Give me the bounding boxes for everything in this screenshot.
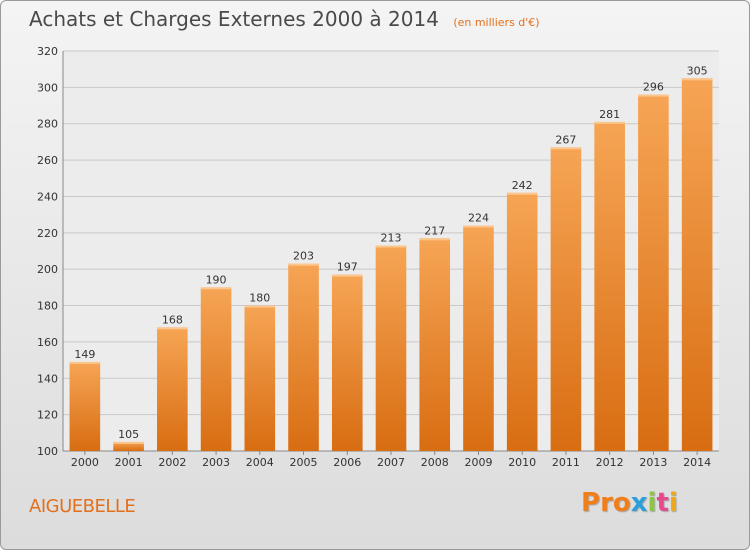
- bar-highlight: [200, 287, 232, 290]
- bar-highlight: [594, 121, 625, 124]
- bar-value-label: 105: [118, 428, 139, 441]
- y-tick-label: 100: [37, 445, 58, 458]
- logo-letter: r: [600, 488, 613, 518]
- y-tick-label: 140: [37, 372, 58, 385]
- y-tick-label: 240: [37, 190, 58, 203]
- y-tick-label: 320: [37, 45, 58, 58]
- y-tick-label: 280: [37, 118, 58, 131]
- bar-value-label: 281: [599, 108, 620, 121]
- chart-unit: (en milliers d'€): [453, 16, 540, 29]
- bar: [69, 361, 101, 451]
- logo-letter: i: [647, 488, 657, 518]
- x-tick-label: 2010: [508, 456, 536, 469]
- y-tick-label: 300: [37, 81, 58, 94]
- logo-letter: o: [612, 488, 631, 518]
- bar-value-label: 149: [74, 348, 95, 361]
- logo-letter: t: [656, 488, 669, 518]
- x-tick-label: 2012: [596, 456, 624, 469]
- logo-letter: i: [668, 488, 678, 518]
- bar-highlight: [331, 274, 363, 277]
- bar-value-label: 217: [424, 224, 445, 237]
- bar: [594, 121, 625, 451]
- bar: [113, 441, 144, 451]
- y-tick-label: 120: [37, 409, 58, 422]
- bar-value-label: 180: [249, 292, 270, 305]
- bar-value-label: 296: [643, 81, 664, 94]
- bar-highlight: [113, 441, 144, 444]
- x-tick-label: 2001: [115, 456, 143, 469]
- bar-value-label: 213: [381, 232, 402, 245]
- bar-value-label: 242: [512, 179, 533, 192]
- bar-value-label: 190: [206, 273, 227, 286]
- bar-highlight: [244, 305, 276, 308]
- bar: [244, 305, 276, 451]
- bar-highlight: [157, 327, 188, 330]
- bar: [375, 245, 407, 451]
- y-tick-label: 260: [37, 154, 58, 167]
- y-tick-label: 180: [37, 300, 58, 313]
- bar: [419, 238, 451, 451]
- bar: [550, 147, 582, 451]
- x-tick-label: 2011: [552, 456, 580, 469]
- bar: [506, 192, 538, 451]
- bar-highlight: [288, 263, 319, 266]
- bar: [157, 327, 188, 451]
- bar-value-label: 305: [687, 64, 708, 77]
- chart-title: Achats et Charges Externes 2000 à 2014: [29, 7, 439, 31]
- y-tick-label: 200: [37, 263, 58, 276]
- logo-letter: P: [581, 488, 601, 518]
- logo-letter: x: [630, 488, 648, 518]
- bar: [288, 263, 319, 451]
- x-tick-label: 2004: [246, 456, 274, 469]
- proxiti-logo: Proxiti: [581, 488, 678, 518]
- y-tick-label: 160: [37, 336, 58, 349]
- bar: [463, 225, 494, 451]
- x-tick-label: 2008: [421, 456, 449, 469]
- x-tick-label: 2006: [333, 456, 361, 469]
- x-tick-label: 2007: [377, 456, 405, 469]
- x-tick-label: 2009: [464, 456, 492, 469]
- bar-highlight: [69, 361, 101, 364]
- bar: [200, 287, 232, 451]
- bar-value-label: 224: [468, 212, 489, 225]
- x-tick-label: 2003: [202, 456, 230, 469]
- x-tick-label: 2005: [290, 456, 318, 469]
- bar-highlight: [375, 245, 407, 248]
- bar: [638, 94, 669, 452]
- bar-highlight: [419, 238, 451, 241]
- x-tick-label: 2013: [639, 456, 667, 469]
- bar-highlight: [463, 225, 494, 228]
- bar-highlight: [681, 78, 713, 81]
- bar-highlight: [506, 192, 538, 195]
- bar: [331, 274, 363, 451]
- x-tick-label: 2002: [158, 456, 186, 469]
- x-tick-label: 2014: [683, 456, 711, 469]
- bar-value-label: 267: [555, 133, 576, 146]
- bar-highlight: [638, 94, 669, 97]
- y-tick-label: 220: [37, 227, 58, 240]
- bar-value-label: 197: [337, 261, 358, 274]
- chart-title-line: Achats et Charges Externes 2000 à 2014 (…: [29, 7, 540, 31]
- bar-value-label: 203: [293, 250, 314, 263]
- bar-highlight: [550, 147, 582, 150]
- bar: [681, 78, 713, 451]
- bar-value-label: 168: [162, 313, 183, 326]
- x-tick-label: 2000: [71, 456, 99, 469]
- place-name: AIGUEBELLE: [29, 496, 136, 517]
